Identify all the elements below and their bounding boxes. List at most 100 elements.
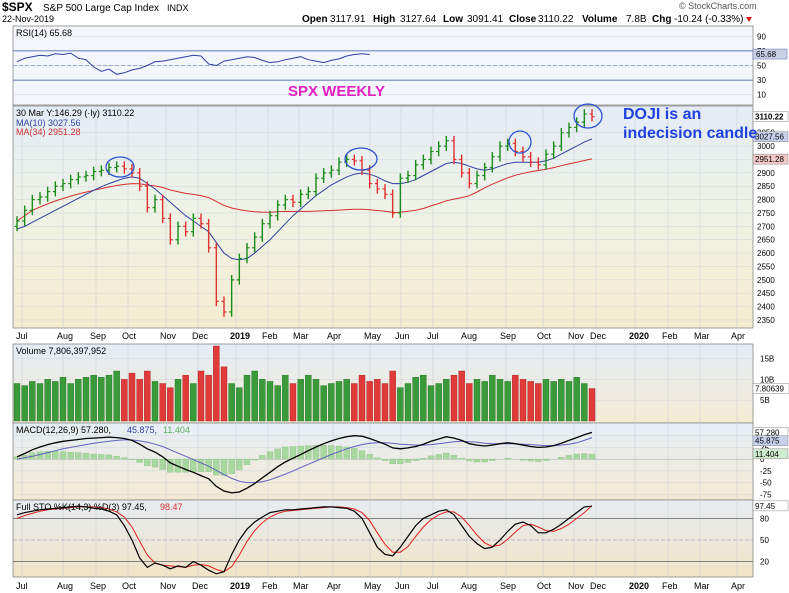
volume-bar <box>289 383 297 422</box>
macd-histogram-bar <box>404 459 412 463</box>
macd-layer <box>13 431 596 494</box>
macd-histogram-bar <box>435 454 442 460</box>
x-axis-label: Jul <box>427 331 439 341</box>
x-axis-label: Sep <box>90 331 106 341</box>
volume-bar <box>36 383 44 422</box>
x-axis-label: Jun <box>395 331 410 341</box>
volume-bar <box>489 374 496 422</box>
stochastic-panel <box>12 499 754 578</box>
highlight-circle-may-2019 <box>344 147 378 171</box>
price-tick-label: 2900 <box>757 169 775 178</box>
macd-histogram-bar <box>458 458 465 460</box>
volume-tick-label: 10B <box>760 375 774 384</box>
macd-histogram-bar <box>251 459 258 461</box>
volume-bar <box>320 385 327 422</box>
macd-histogram-bar <box>220 459 228 476</box>
ma10-line <box>16 138 593 261</box>
macd-histogram-bar <box>90 453 97 460</box>
date-label: 22-Nov-2019 <box>2 14 54 24</box>
volume-bar <box>435 383 442 422</box>
volume-bar <box>558 379 565 422</box>
volume-bar <box>550 381 557 422</box>
x-axis-label: Oct <box>122 331 137 341</box>
stochastic-k-line <box>16 505 593 575</box>
x-axis-label: Aug <box>57 331 73 341</box>
macd-legend-b: 45.875, <box>127 425 157 435</box>
volume-bar <box>535 383 542 422</box>
ma10-legend: MA(10) 3027.56 <box>16 118 81 128</box>
macd-histogram-bar <box>519 459 527 461</box>
macd-tick-label: 0 <box>760 455 765 464</box>
volume-bar <box>213 345 220 422</box>
watermark-label: © StockCharts.com <box>679 1 757 11</box>
macd-histogram-bar <box>228 459 235 474</box>
volume-value-tag <box>752 383 789 394</box>
volume-bar <box>59 377 67 422</box>
volume-bar <box>128 372 136 422</box>
macd-histogram-bar <box>366 454 373 460</box>
volume-bar <box>404 383 412 422</box>
volume-value-label: 7.80639 <box>755 385 784 394</box>
price-tick-label: 2450 <box>757 289 775 298</box>
volume-bar <box>458 370 465 422</box>
x-axis-label-bottom: Dec <box>192 581 209 591</box>
volume-bar <box>397 387 404 422</box>
macd-histogram-bar <box>481 459 488 463</box>
rsi-legend: RSI(14) 65.68 <box>16 28 72 38</box>
x-axis-label-bottom: Nov <box>568 581 585 591</box>
volume-bar <box>381 383 389 422</box>
x-axis-label-bottom: Sep <box>500 581 516 591</box>
macd-histogram-bar <box>389 459 396 464</box>
volume-bar <box>266 381 274 422</box>
volume-bar <box>565 381 573 422</box>
doji-note-line2: indecision candle <box>623 125 757 142</box>
volume-layer <box>13 345 596 422</box>
x-axis-label-bottom: Feb <box>662 581 678 591</box>
macd-histogram-bar <box>197 459 205 472</box>
x-axis-label-bottom: 2020 <box>629 581 649 591</box>
x-axis-label-bottom: 2019 <box>230 581 250 591</box>
price-value-label: 3110.22 <box>755 113 784 122</box>
macd-histogram-bar <box>259 455 266 460</box>
macd-histogram-bar <box>167 459 174 473</box>
x-axis-label: Dec <box>192 331 209 341</box>
macd-histogram-bar <box>328 445 335 460</box>
exchange-label: INDX <box>167 3 189 13</box>
macd-histogram-bar <box>213 459 220 476</box>
chg-label: Chg <box>652 14 671 25</box>
macd-histogram-bar <box>473 459 481 463</box>
macd-value-label: 45.875 <box>755 437 780 446</box>
macd-histogram-bar <box>159 459 166 470</box>
price-tick-label: 2400 <box>757 303 775 312</box>
x-axis-label: Feb <box>662 331 678 341</box>
macd-histogram-bar <box>374 457 381 460</box>
volume-bar <box>450 374 458 422</box>
stochastic-legend-a: Full STO %K(14,3) %D(3) 97.45, <box>16 502 147 512</box>
volume-bar <box>105 374 113 422</box>
macd-histogram-bar <box>151 459 159 468</box>
macd-histogram-bar <box>82 452 90 460</box>
volume-bar <box>13 383 21 422</box>
volume-bar <box>98 377 105 422</box>
volume-bar <box>473 379 481 422</box>
x-axis-label-bottom: Feb <box>262 581 278 591</box>
x-axis-label: Oct <box>537 331 552 341</box>
volume-value: 7.8B <box>626 14 647 25</box>
high-value: 3127.64 <box>400 14 437 25</box>
macd-histogram-bar <box>75 452 82 460</box>
volume-tick-label: 15B <box>760 355 774 364</box>
volume-bar <box>251 370 258 422</box>
volume-bar <box>328 383 335 422</box>
x-axis-label-bottom: Apr <box>731 581 745 591</box>
volume-bar <box>144 370 151 422</box>
macd-tick-label: -75 <box>760 490 772 499</box>
volume-bar <box>220 366 228 422</box>
x-axis-label: Dec <box>590 331 607 341</box>
stochastic-value-label: 97.45 <box>755 502 776 511</box>
price-legend: 30 Mar Y:146.29 (·ly) 3110.22 <box>16 108 134 118</box>
volume-bar <box>389 370 396 422</box>
price-tick-label: 2800 <box>757 196 775 205</box>
price-value-label: 2951.28 <box>755 155 784 164</box>
open-label: Open <box>302 14 328 25</box>
volume-bar <box>335 381 343 422</box>
